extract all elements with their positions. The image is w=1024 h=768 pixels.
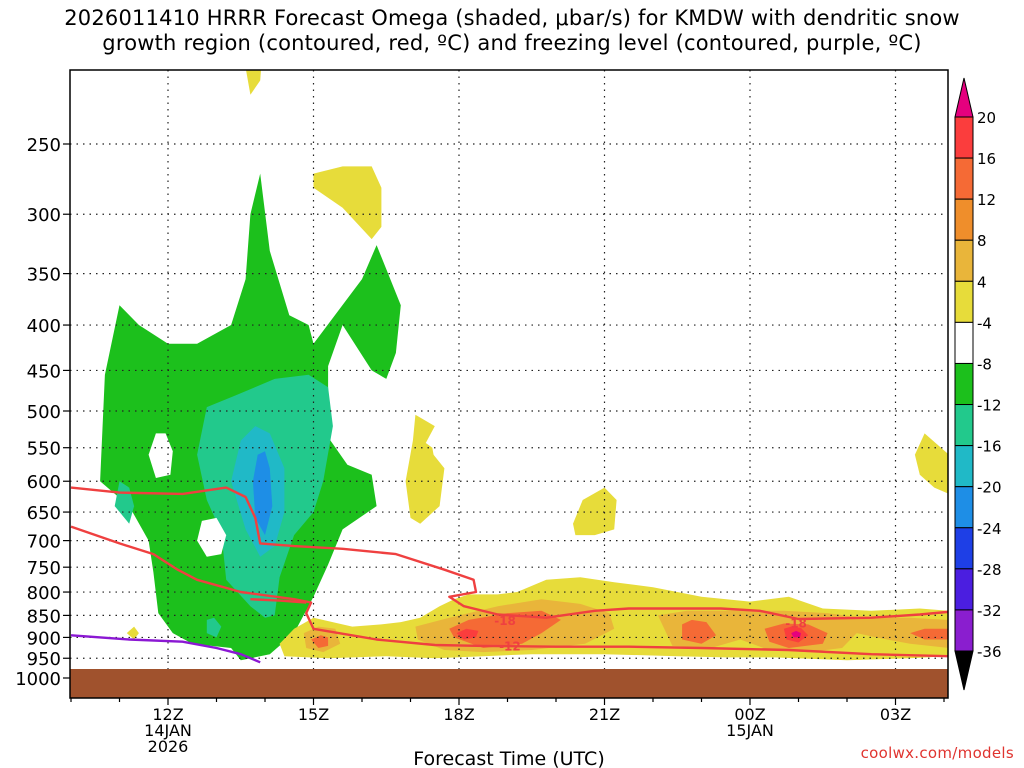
y-tick-label-700: 700	[27, 532, 61, 553]
colorbar-band-10	[954, 527, 974, 570]
omega-region-orange-15z	[311, 635, 329, 648]
omega-region-teal-south	[206, 617, 222, 638]
colorbar-label-1: 16	[977, 150, 996, 168]
omega-shaded-field	[70, 70, 948, 698]
colorbar-band-1	[954, 157, 974, 200]
omega-hole-white-a	[148, 433, 173, 478]
colorbar-label-11: -28	[977, 561, 1002, 579]
colorbar-band-3	[954, 239, 974, 282]
colorbar-top-arrow	[954, 77, 974, 118]
omega-region-yellow-mid	[405, 414, 445, 524]
omega-region-orange-03z	[910, 628, 948, 640]
x-tick-label-12-0: 12Z	[152, 705, 183, 724]
colorbar-label-13: -36	[977, 643, 1002, 661]
colorbar-label-0: 20	[977, 109, 996, 127]
omega-hole-white-b	[197, 517, 227, 557]
colorbar-band-8	[954, 445, 974, 488]
colorbar-label-9: -20	[977, 479, 1002, 497]
colorbar-band-6	[954, 362, 974, 406]
y-tick-label-800: 800	[27, 583, 61, 604]
colorbar: 20 16 12 8 4 -4 -8 -12 -16 -20 -24 -28 -32 -36	[954, 77, 1002, 691]
x-tick-label-18-0: 18Z	[443, 705, 474, 724]
omega-region-yellow-top-a	[246, 70, 261, 95]
omega-region-yellow-top-b	[313, 166, 382, 240]
y-tick-label-350: 350	[27, 265, 61, 286]
contour-line-upper-west	[70, 486, 948, 621]
x-tick-label-24-0: 00Z	[734, 705, 765, 724]
colorbar-label-8: -16	[977, 438, 1002, 456]
colorbar-band-0	[954, 116, 974, 159]
colorbar-label-4: 4	[977, 273, 987, 291]
x-tick-label-24-1: 15JAN	[726, 721, 774, 740]
omega-region-magenta	[791, 630, 801, 638]
y-tick-label-1000: 1000	[15, 669, 61, 690]
y-tick-label-250: 250	[27, 135, 61, 156]
colorbar-band-7	[954, 404, 974, 447]
omega-region-yellow-east	[914, 433, 948, 494]
y-tick-label-400: 400	[27, 316, 61, 337]
contour-lines: -18 -18 -12	[70, 486, 948, 664]
colorbar-band-2	[954, 198, 974, 241]
colorbar-band-12	[954, 609, 974, 652]
colorbar-label-12: -32	[977, 602, 1002, 620]
omega-region-orange-18z	[449, 610, 561, 648]
omega-region-yellow-west-dot	[126, 626, 139, 640]
y-tick-label-500: 500	[27, 402, 61, 423]
chart-title-line-1: 2026011410 HRRR Forecast Omega (shaded, …	[64, 6, 960, 30]
colorbar-label-2: 12	[977, 191, 996, 209]
x-tick-label-15-0: 15Z	[298, 705, 329, 724]
y-tick-label-300: 300	[27, 205, 61, 226]
y-tick-label-850: 850	[27, 606, 61, 627]
colorbar-band-11	[954, 568, 974, 611]
x-tick-label-27-0: 03Z	[880, 705, 911, 724]
y-tick-label-750: 750	[27, 558, 61, 579]
chart-title: 2026011410 HRRR Forecast Omega (shaded, …	[0, 6, 1024, 56]
omega-region-blue	[252, 451, 273, 536]
colorbar-bottom-arrow	[954, 650, 974, 691]
grid-lines	[70, 70, 948, 669]
y-tick-label-650: 650	[27, 503, 61, 524]
freezing-level-contour	[70, 634, 261, 664]
omega-region-red-18z	[456, 628, 479, 640]
omega-region-yellow-21z	[573, 487, 617, 536]
x-tick-label-21-0: 21Z	[589, 705, 620, 724]
x-tick-label-12-1: 14JAN	[144, 721, 192, 740]
colorbar-band-9	[954, 486, 974, 529]
contour-label-1-0: -12	[499, 639, 521, 653]
colorbar-label-7: -12	[977, 397, 1002, 415]
x-axis-label: Forecast Time (UTC)	[413, 748, 604, 768]
colorbar-band-5	[954, 321, 974, 364]
colorbar-label-5: -4	[977, 314, 992, 332]
colorbar-label-10: -24	[977, 520, 1002, 538]
chart-title-line-2: growth region (contoured, red, ºC) and f…	[102, 31, 922, 55]
colorbar-label-3: 8	[977, 232, 987, 250]
colorbar-label-6: -8	[977, 355, 992, 373]
y-tick-label-950: 950	[27, 649, 61, 670]
y-tick-label-600: 600	[27, 472, 61, 493]
contour-label-0-0: -18	[494, 614, 516, 628]
contour-line-lower-west	[70, 525, 948, 658]
colorbar-band-4	[954, 280, 974, 323]
credit-text: coolwx.com/models	[860, 744, 1014, 762]
contour-label-0-1: -18	[785, 616, 807, 630]
plot-frame	[69, 69, 949, 699]
y-tick-label-450: 450	[27, 361, 61, 382]
contour-line-14z-hook	[250, 598, 307, 604]
y-tick-label-550: 550	[27, 439, 61, 460]
y-tick-label-900: 900	[27, 628, 61, 649]
y-axis: 2503003504004505005506006507007508008509…	[15, 135, 70, 690]
x-tick-label-12-2: 2026	[148, 737, 189, 756]
ground-surface	[70, 669, 948, 698]
